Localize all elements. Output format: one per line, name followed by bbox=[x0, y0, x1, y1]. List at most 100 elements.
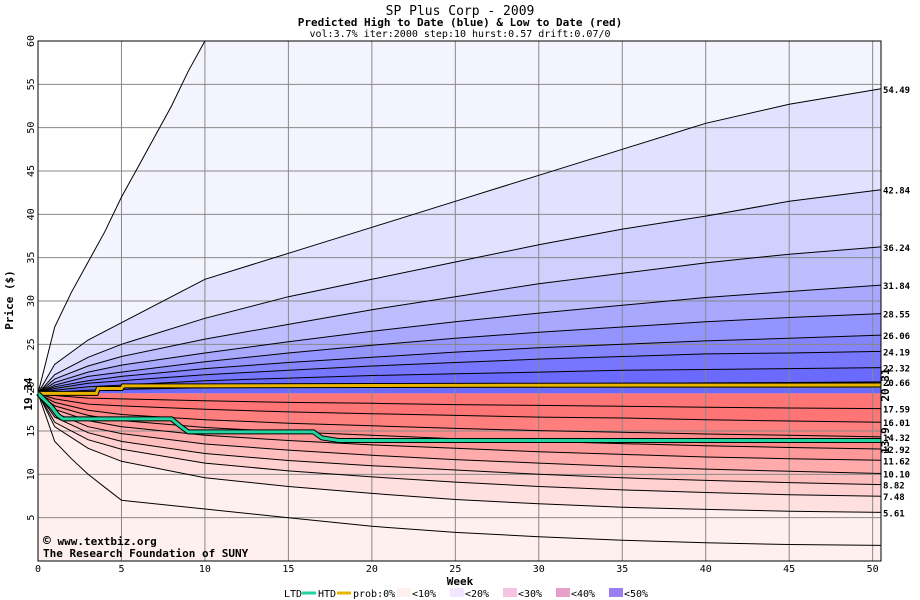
low-percentile-line-5 bbox=[37, 393, 882, 474]
high-percentile-line-2 bbox=[37, 246, 882, 394]
legend-prob-label: prob:0% bbox=[353, 589, 395, 600]
low-percentile-line-7 bbox=[37, 393, 882, 497]
y-tick-label-55: 55 bbox=[26, 78, 37, 90]
legend-htd-label: HTD bbox=[318, 589, 336, 600]
blue-band-1 bbox=[38, 88, 881, 394]
x-tick-label-40: 40 bbox=[700, 564, 712, 575]
legend-swatch-0 bbox=[397, 588, 411, 597]
credits-org: The Research Foundation of SUNY bbox=[43, 547, 249, 560]
legend-swatch-10 bbox=[450, 588, 464, 597]
low-percentile-line-3 bbox=[37, 392, 882, 450]
start-price-label: 19.34 bbox=[22, 377, 35, 410]
red-band-0 bbox=[38, 393, 881, 423]
high-percentile-line-3 bbox=[37, 284, 882, 394]
end-label-5: 26.06 bbox=[883, 332, 910, 342]
low-percentile-line-2 bbox=[37, 392, 882, 438]
x-tick-label-50: 50 bbox=[867, 564, 879, 575]
high-percentile-line-5 bbox=[37, 334, 882, 394]
high-percentile-line-1 bbox=[37, 189, 882, 394]
legend-p10-label: <10% bbox=[412, 589, 436, 600]
chart-subtitle: Predicted High to Date (blue) & Low to D… bbox=[298, 16, 623, 29]
end-label-8: 20.66 bbox=[883, 379, 910, 389]
chart-params: vol:3.7% iter:2000 step:10 hurst:0.57 dr… bbox=[309, 29, 610, 40]
y-tick-label-45: 45 bbox=[26, 165, 37, 177]
blue-band-5 bbox=[38, 313, 881, 394]
blue-band-7 bbox=[38, 351, 881, 394]
y-tick-label-20: 20 bbox=[26, 382, 37, 394]
blue-band-4 bbox=[38, 285, 881, 394]
end-label-11: 14.32 bbox=[883, 434, 910, 444]
red-band-4 bbox=[38, 393, 881, 474]
percentile-end-labels: 54.49 42.84 36.24 31.84 28.55 26.06 24.19 22.32… bbox=[883, 86, 911, 520]
y-tick-label-5: 5 bbox=[26, 515, 37, 521]
end-label-10: 16.01 bbox=[883, 419, 910, 429]
percentile-lines bbox=[37, 40, 882, 546]
legend-p40-label: <40% bbox=[571, 589, 595, 600]
copyright-symbol: © bbox=[43, 534, 51, 549]
htd-line bbox=[38, 383, 882, 395]
low-percentile-line-6 bbox=[37, 393, 882, 486]
chart-title: SP Plus Corp - 2009 bbox=[386, 4, 535, 19]
legend-swatch-20 bbox=[503, 588, 517, 597]
end-label-17: 5.61 bbox=[883, 509, 905, 519]
percentile-bands bbox=[38, 41, 881, 561]
end-label-15: 8.82 bbox=[883, 482, 905, 492]
y-axis-label: Price ($) bbox=[3, 270, 16, 330]
y-tick-label-50: 50 bbox=[26, 122, 37, 134]
x-tick-label-25: 25 bbox=[449, 564, 461, 575]
credits-site: www.textbiz.org bbox=[57, 535, 156, 548]
red-band-3 bbox=[38, 393, 881, 461]
red-band-6 bbox=[38, 393, 881, 497]
red-band-inner bbox=[38, 393, 881, 409]
x-tick-label-35: 35 bbox=[616, 564, 628, 575]
red-band-1 bbox=[38, 393, 881, 437]
end-label-7: 22.32 bbox=[883, 365, 910, 375]
red-band-5 bbox=[38, 393, 881, 485]
y-tick-label-15: 15 bbox=[26, 425, 37, 437]
x-tick-label-5: 5 bbox=[118, 564, 124, 575]
x-tick-label-10: 10 bbox=[199, 564, 211, 575]
legend-ltd-label: LTD bbox=[284, 589, 302, 600]
end-label-3: 31.84 bbox=[883, 282, 911, 292]
low-percentile-line-1 bbox=[37, 392, 882, 423]
y-tick-label-10: 10 bbox=[26, 468, 37, 480]
x-axis-ticks: 0 5 10 15 20 25 30 35 40 45 50 bbox=[35, 564, 879, 575]
outer-high-line bbox=[37, 40, 206, 394]
legend-p30-label: <30% bbox=[518, 589, 542, 600]
end-label-4: 28.55 bbox=[883, 311, 910, 321]
red-band-2 bbox=[38, 393, 881, 449]
x-tick-label-20: 20 bbox=[366, 564, 378, 575]
red-band-outer bbox=[38, 393, 881, 561]
end-label-1: 42.84 bbox=[883, 187, 911, 197]
x-tick-label-15: 15 bbox=[282, 564, 294, 575]
end-label-2: 36.24 bbox=[883, 244, 911, 254]
ltd-end-label: 13.9 bbox=[879, 427, 892, 454]
legend-swatch-40 bbox=[609, 588, 623, 597]
y-tick-label-35: 35 bbox=[26, 252, 37, 264]
credits-box: © www.textbiz.org The Research Foundatio… bbox=[43, 534, 249, 560]
high-percentile-line-4 bbox=[37, 313, 882, 394]
legend: LTD HTD prob:0% <10% <20% <30% <40% <50% bbox=[284, 588, 648, 600]
x-tick-label-45: 45 bbox=[783, 564, 795, 575]
low-percentile-line-8 bbox=[37, 393, 882, 513]
red-band-7 bbox=[38, 393, 881, 513]
high-percentile-line-6 bbox=[37, 350, 882, 394]
x-axis-label: Week bbox=[447, 575, 474, 588]
legend-p50-label: <50% bbox=[624, 589, 648, 600]
end-label-14: 10.10 bbox=[883, 470, 910, 480]
end-label-6: 24.19 bbox=[883, 348, 910, 358]
plot-frame bbox=[37, 40, 882, 562]
end-label-16: 7.48 bbox=[883, 493, 905, 503]
high-percentile-line-0 bbox=[37, 88, 882, 394]
x-tick-label-0: 0 bbox=[35, 564, 41, 575]
end-label-12: 12.92 bbox=[883, 446, 910, 456]
end-label-13: 11.62 bbox=[883, 457, 910, 467]
x-tick-label-30: 30 bbox=[533, 564, 545, 575]
ltd-line bbox=[36, 392, 881, 442]
legend-swatch-30 bbox=[556, 588, 570, 597]
y-axis-ticks: 5 10 15 20 25 30 35 40 45 50 55 60 bbox=[26, 35, 37, 521]
blue-band-0 bbox=[38, 41, 881, 394]
grid-lines bbox=[38, 40, 881, 561]
low-percentile-line-0 bbox=[37, 392, 882, 410]
